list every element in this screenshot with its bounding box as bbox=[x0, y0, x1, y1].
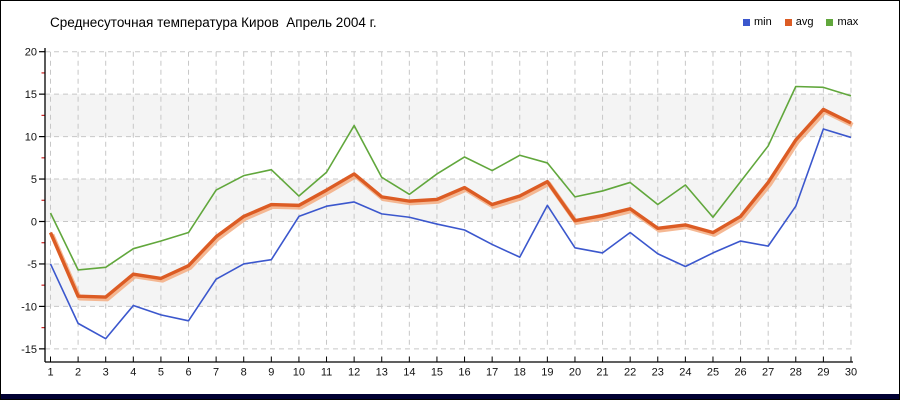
legend-label-min: min bbox=[754, 16, 772, 28]
legend-label-avg: avg bbox=[795, 16, 814, 28]
legend-label-max: max bbox=[837, 16, 859, 28]
x-tick-label: 10 bbox=[293, 367, 305, 379]
x-tick-label: 1 bbox=[47, 367, 53, 379]
avg-series-line bbox=[48, 107, 852, 299]
x-tick-label: 17 bbox=[486, 367, 498, 379]
x-tick-label: 20 bbox=[569, 367, 581, 379]
x-tick-label: 18 bbox=[514, 367, 526, 379]
x-tick-label: 22 bbox=[624, 367, 636, 379]
min-swatch-icon bbox=[743, 18, 750, 26]
max-swatch-icon bbox=[826, 18, 834, 26]
plot-band bbox=[45, 94, 851, 137]
x-tick-label: 4 bbox=[130, 367, 136, 379]
y-tick-label: -15 bbox=[21, 344, 37, 356]
x-tick-label: 28 bbox=[790, 367, 802, 379]
x-tick-label: 23 bbox=[652, 367, 664, 379]
x-tick-label: 26 bbox=[734, 367, 746, 379]
x-tick-label: 11 bbox=[321, 367, 332, 379]
y-tick-label: 15 bbox=[25, 89, 37, 101]
x-tick-label: 7 bbox=[213, 367, 219, 379]
x-tick-label: 21 bbox=[596, 367, 608, 379]
x-tick-label: 12 bbox=[348, 367, 360, 379]
y-tick-label: -10 bbox=[21, 301, 37, 313]
x-tick-label: 15 bbox=[431, 367, 443, 379]
x-tick-label: 19 bbox=[541, 367, 553, 379]
plot-band bbox=[45, 263, 851, 307]
bottom-bar bbox=[1, 394, 899, 399]
x-tick-label: 29 bbox=[817, 367, 829, 379]
y-tick-label: 0 bbox=[31, 217, 37, 229]
y-tick-label: 10 bbox=[25, 132, 37, 144]
x-tick-label: 16 bbox=[458, 367, 470, 379]
legend: min avg max bbox=[743, 16, 858, 28]
y-tick-label: 5 bbox=[31, 174, 37, 186]
y-tick-label: 20 bbox=[25, 47, 37, 59]
x-tick-label: 14 bbox=[403, 367, 415, 379]
y-tick-label: -5 bbox=[27, 259, 37, 271]
x-tick-label: 24 bbox=[679, 367, 691, 379]
x-tick-label: 27 bbox=[762, 367, 774, 379]
max-series-line bbox=[49, 85, 852, 271]
legend-item-max: max bbox=[826, 16, 858, 28]
x-tick-label: 25 bbox=[707, 367, 719, 379]
min-series-line bbox=[49, 128, 852, 340]
x-tick-label: 6 bbox=[185, 367, 191, 379]
x-tick-label: 9 bbox=[268, 367, 274, 379]
chart-title: Среднесуточная температура Киров Апрель … bbox=[50, 15, 377, 30]
x-tick-label: 13 bbox=[376, 367, 388, 379]
x-tick-label: 2 bbox=[75, 367, 81, 379]
x-tick-label: 5 bbox=[158, 367, 164, 379]
x-tick-label: 3 bbox=[103, 367, 109, 379]
x-tick-label: 8 bbox=[241, 367, 247, 379]
plot-band bbox=[45, 179, 851, 222]
legend-item-avg: avg bbox=[784, 16, 814, 28]
legend-item-min: min bbox=[743, 16, 772, 28]
avg-swatch-icon bbox=[784, 18, 792, 26]
avg-series-shadow bbox=[49, 109, 854, 302]
x-tick-label: 30 bbox=[845, 367, 857, 379]
